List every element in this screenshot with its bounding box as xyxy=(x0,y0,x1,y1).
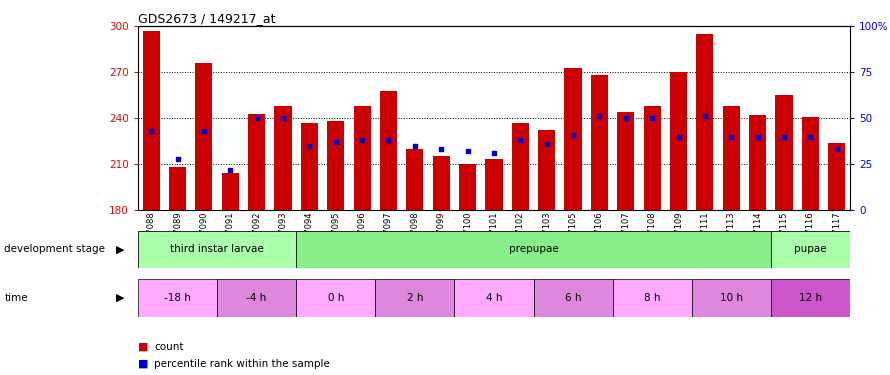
Text: 8 h: 8 h xyxy=(644,293,660,303)
Text: 12 h: 12 h xyxy=(799,293,822,303)
Bar xyxy=(723,106,740,210)
Bar xyxy=(775,95,793,210)
Point xyxy=(724,134,739,140)
Point xyxy=(170,156,184,162)
Bar xyxy=(376,279,455,317)
Bar xyxy=(455,279,533,317)
Bar xyxy=(696,34,714,210)
Point xyxy=(804,134,818,140)
Point xyxy=(514,137,528,143)
Point xyxy=(249,115,263,121)
Bar xyxy=(138,231,296,268)
Bar xyxy=(222,173,239,210)
Point xyxy=(619,115,633,121)
Bar xyxy=(138,279,217,317)
Text: count: count xyxy=(154,342,183,352)
Bar xyxy=(406,149,424,210)
Text: ▶: ▶ xyxy=(116,244,125,254)
Bar xyxy=(618,112,635,210)
Point xyxy=(303,143,317,149)
Point xyxy=(829,146,844,152)
Text: 4 h: 4 h xyxy=(486,293,502,303)
Point xyxy=(197,128,211,134)
Bar xyxy=(802,117,819,210)
Bar xyxy=(485,159,503,210)
Bar xyxy=(591,75,608,210)
Point xyxy=(223,166,238,172)
Text: -4 h: -4 h xyxy=(247,293,267,303)
Bar xyxy=(195,63,213,210)
Point xyxy=(355,137,369,143)
Point xyxy=(777,134,791,140)
Bar xyxy=(353,106,370,210)
Point xyxy=(408,143,422,149)
Text: third instar larvae: third instar larvae xyxy=(170,244,264,254)
Text: pupae: pupae xyxy=(794,244,827,254)
Bar xyxy=(670,72,687,210)
Point xyxy=(593,113,607,119)
Bar xyxy=(248,114,265,210)
Bar xyxy=(274,106,292,210)
Bar xyxy=(533,279,612,317)
Text: -18 h: -18 h xyxy=(164,293,191,303)
Text: ■: ■ xyxy=(138,359,149,369)
Bar xyxy=(169,167,186,210)
Bar xyxy=(296,279,376,317)
Text: GDS2673 / 149217_at: GDS2673 / 149217_at xyxy=(138,12,275,25)
Point xyxy=(750,134,765,140)
Point xyxy=(539,141,554,147)
Text: time: time xyxy=(4,293,28,303)
Bar xyxy=(771,231,850,268)
Text: 6 h: 6 h xyxy=(565,293,581,303)
Bar xyxy=(829,142,846,210)
Point xyxy=(566,132,580,138)
Bar xyxy=(771,279,850,317)
Point xyxy=(671,134,685,140)
Text: ▶: ▶ xyxy=(116,293,125,303)
Point xyxy=(645,115,659,121)
Text: ■: ■ xyxy=(138,342,149,352)
Bar xyxy=(301,123,318,210)
Bar xyxy=(433,156,449,210)
Point xyxy=(381,137,395,143)
Point xyxy=(460,148,474,154)
Point xyxy=(276,115,290,121)
Point xyxy=(328,139,343,145)
Bar xyxy=(380,91,397,210)
Bar xyxy=(512,123,529,210)
Bar xyxy=(538,130,555,210)
Point xyxy=(434,146,449,152)
Text: prepupae: prepupae xyxy=(508,244,558,254)
Bar xyxy=(296,231,771,268)
Point xyxy=(487,150,501,156)
Bar xyxy=(612,279,692,317)
Bar xyxy=(142,31,159,210)
Bar xyxy=(328,121,344,210)
Text: 10 h: 10 h xyxy=(720,293,743,303)
Text: development stage: development stage xyxy=(4,244,105,254)
Text: 0 h: 0 h xyxy=(328,293,344,303)
Bar xyxy=(459,164,476,210)
Point xyxy=(144,128,158,134)
Text: 2 h: 2 h xyxy=(407,293,423,303)
Point xyxy=(698,113,712,119)
Bar xyxy=(643,106,660,210)
Bar xyxy=(564,68,582,210)
Text: percentile rank within the sample: percentile rank within the sample xyxy=(154,359,330,369)
Bar xyxy=(692,279,771,317)
Bar xyxy=(217,279,296,317)
Bar xyxy=(749,115,766,210)
